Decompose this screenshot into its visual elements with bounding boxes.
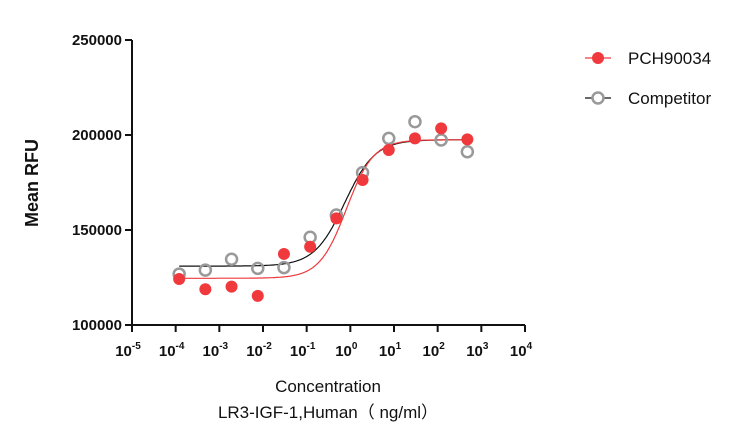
data-point-pch90034 — [225, 280, 238, 293]
x-tick-label: 102 — [423, 341, 446, 360]
data-point-pch90034 — [277, 247, 290, 260]
data-point-competitor — [382, 131, 396, 146]
x-tick-label: 10-2 — [246, 341, 272, 360]
legend: PCH90034 Competitor — [585, 49, 711, 108]
x-tick-label: 100 — [335, 341, 358, 360]
fit-curve-pch90034 — [179, 139, 468, 279]
data-point-pch90034 — [251, 289, 264, 302]
data-point-pch90034 — [330, 212, 343, 225]
data-point-pch90034 — [435, 122, 448, 135]
data-point-competitor — [460, 144, 475, 159]
y-tick-label: 100000 — [72, 317, 122, 334]
y-axis-label: Mean RFU — [22, 139, 42, 227]
data-point-pch90034 — [199, 283, 212, 296]
x-tick-label: 103 — [466, 341, 489, 360]
data-point-pch90034 — [173, 273, 186, 286]
data-point-competitor — [277, 260, 291, 275]
data-point-pch90034 — [382, 144, 395, 157]
legend-item-competitor: Competitor — [585, 89, 711, 108]
data-point-competitor — [408, 114, 422, 129]
x-tick-label: 10-1 — [290, 341, 316, 360]
data-point-pch90034 — [304, 240, 317, 253]
data-point-competitor — [224, 252, 239, 267]
fit-curve-competitor — [179, 139, 468, 267]
data-point-competitor — [251, 261, 265, 276]
y-tick-label: 200000 — [72, 127, 122, 144]
x-axis-label: Concentration — [275, 377, 381, 396]
legend-marker-open-circle — [591, 91, 605, 105]
data-point-competitor — [198, 263, 213, 277]
y-tick-label: 250000 — [72, 32, 122, 49]
data-point-pch90034 — [408, 132, 421, 145]
data-point-competitor — [434, 133, 448, 147]
fit-curves — [179, 139, 468, 279]
data-point-pch90034 — [461, 133, 474, 146]
legend-marker-filled-circle — [592, 52, 604, 64]
legend-label: PCH90034 — [628, 49, 711, 68]
data-points — [172, 114, 475, 302]
data-point-pch90034 — [356, 174, 369, 187]
y-tick-label: 150000 — [72, 222, 122, 239]
legend-item-pch90034: PCH90034 — [585, 49, 711, 68]
x-tick-label: 101 — [379, 341, 402, 360]
x-tick-label: 104 — [510, 341, 533, 360]
legend-label: Competitor — [628, 89, 711, 108]
axes: 10-5 10-4 10-3 10-2 10-1 100 101 102 103 104 10000… — [72, 32, 533, 360]
x-tick-label: 10-4 — [159, 341, 185, 360]
x-tick-label: 10-5 — [115, 341, 141, 360]
x-tick-label: 10-3 — [203, 341, 229, 360]
x-axis-sublabel: LR3-IGF-1,Human（ ng/ml） — [218, 403, 438, 422]
